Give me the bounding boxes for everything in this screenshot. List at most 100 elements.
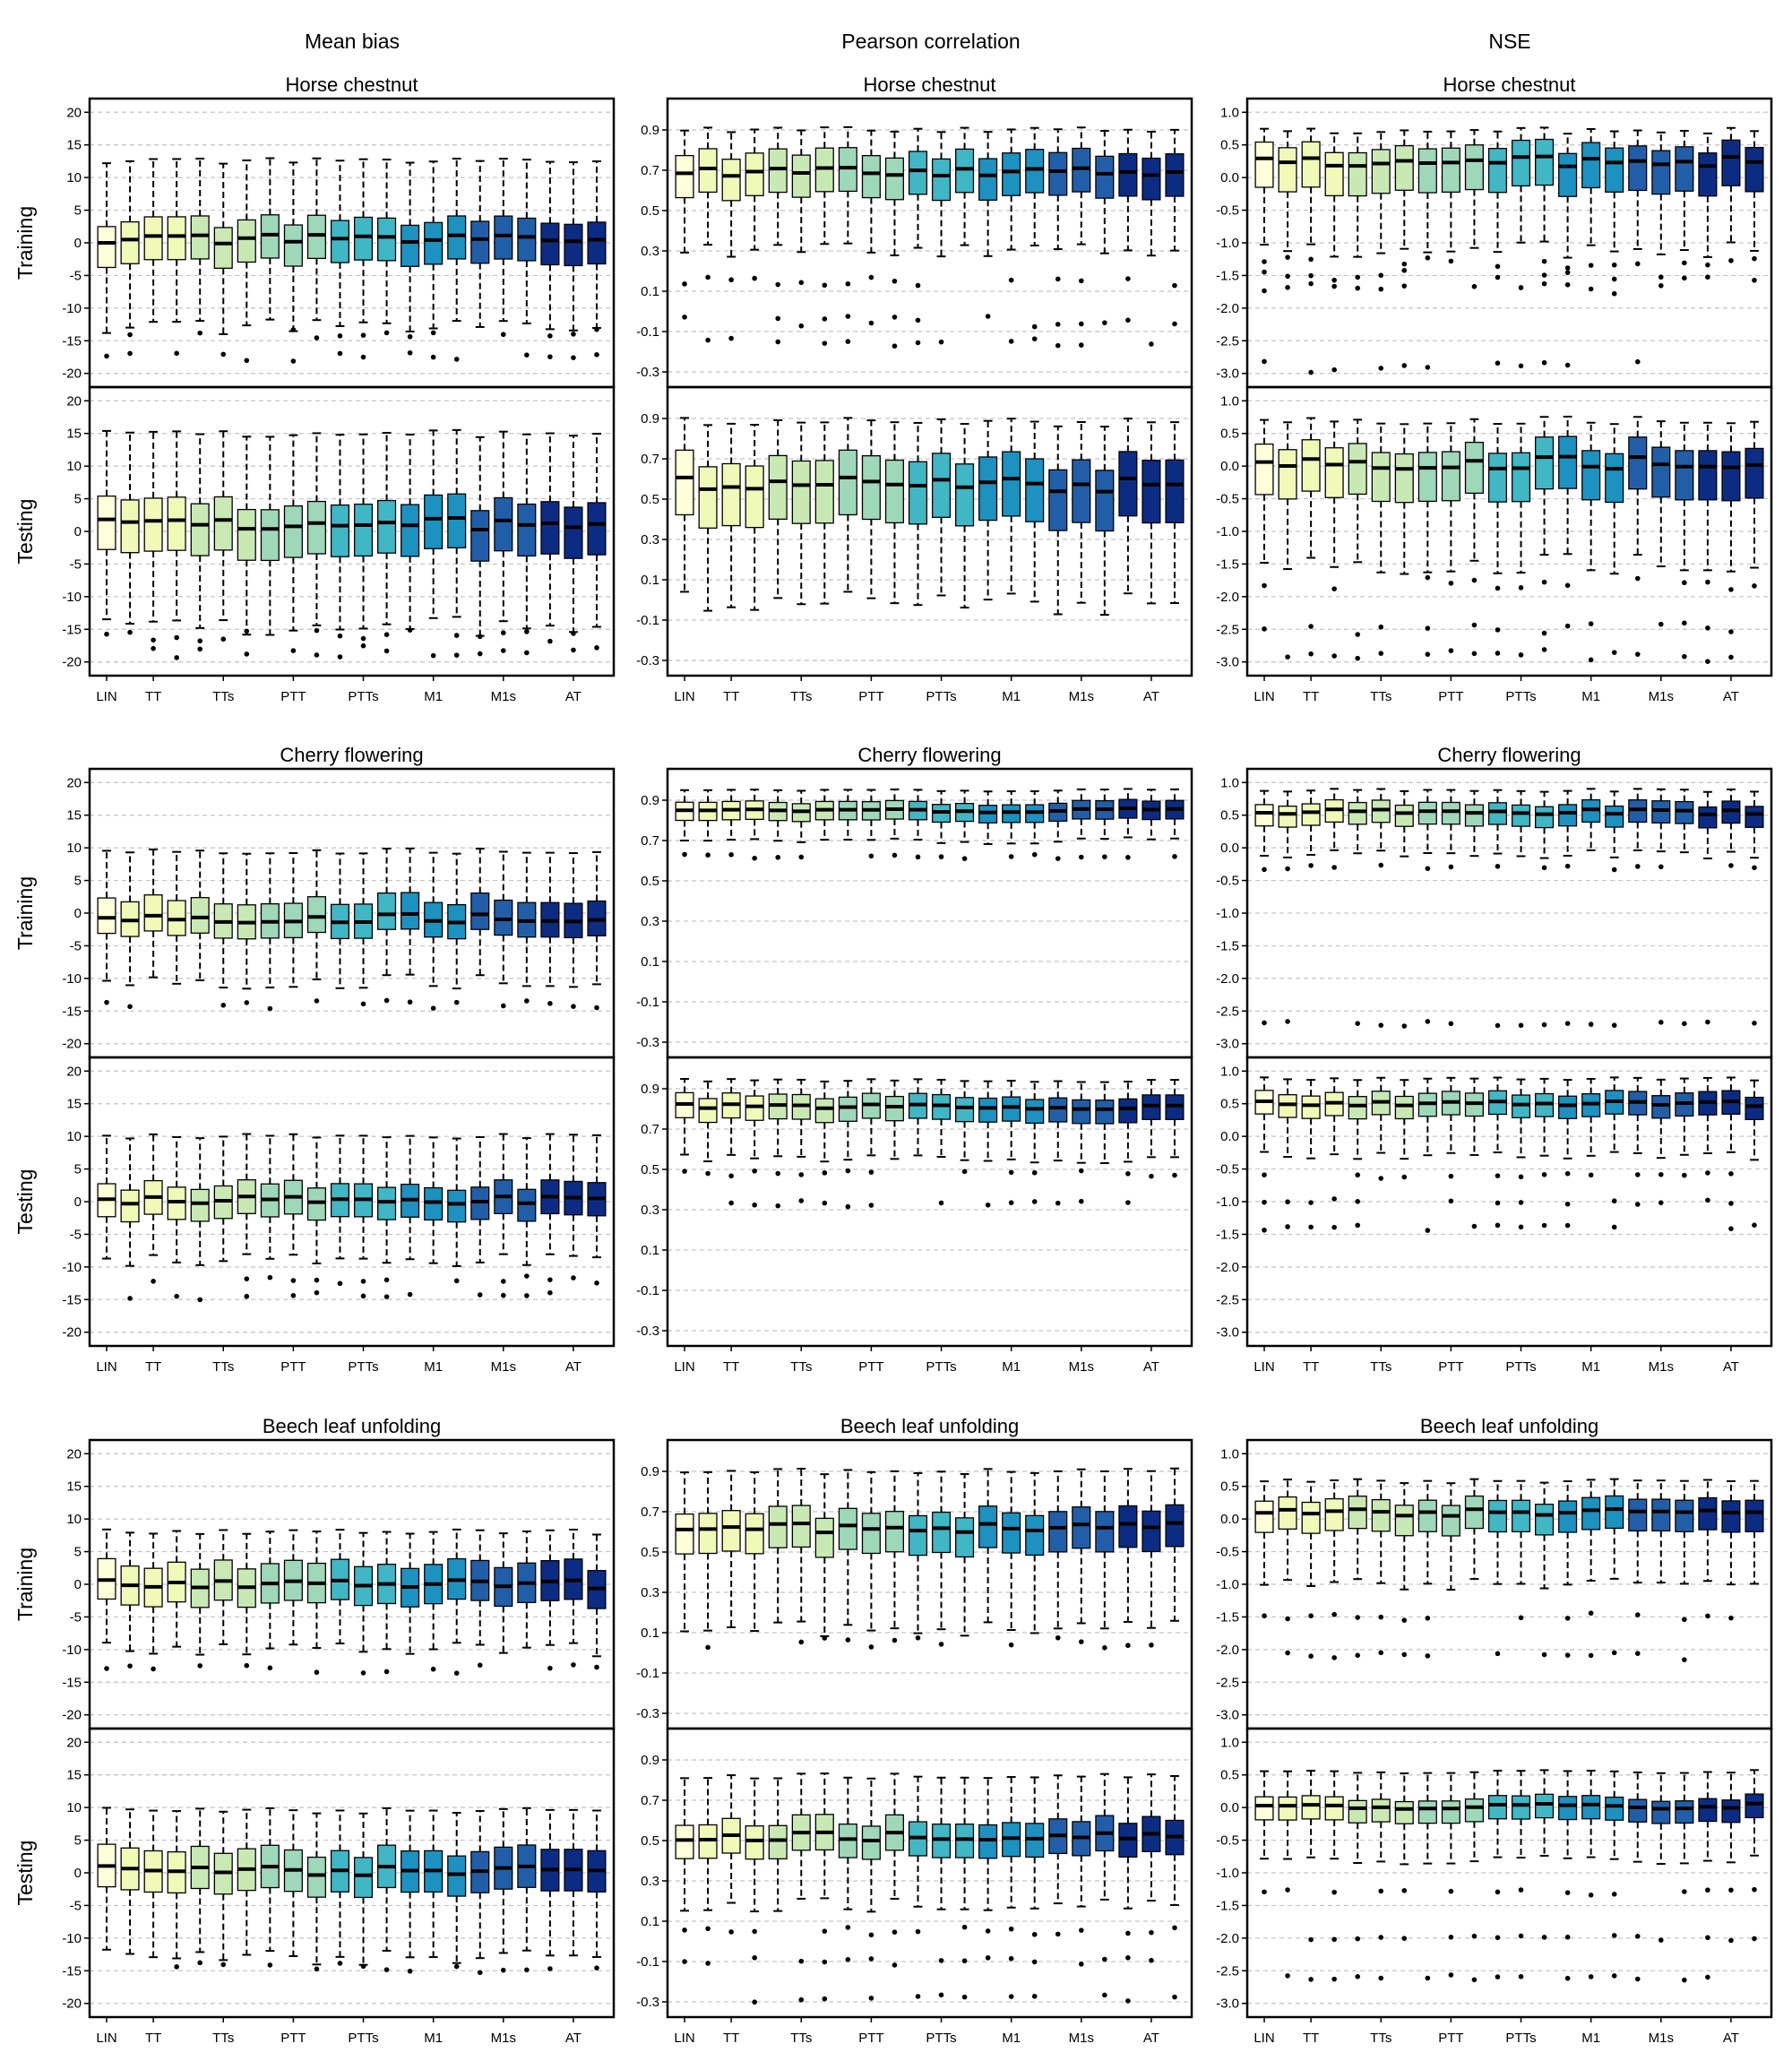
- outlier-point: [1471, 622, 1478, 628]
- box: [1394, 1505, 1414, 1537]
- outlier-point: [1541, 1935, 1547, 1940]
- outlier-point: [1518, 285, 1524, 290]
- box: [1651, 1095, 1671, 1119]
- outlier-point: [1588, 621, 1594, 626]
- outlier-point: [1564, 1975, 1571, 1981]
- x-tick-label: PTTs: [926, 1359, 956, 1375]
- x-tick-label: M1: [1002, 689, 1021, 704]
- outlier-point: [728, 1200, 734, 1206]
- outlier-point: [337, 633, 343, 639]
- y-tick-label: -3.0: [1216, 655, 1239, 670]
- box: [306, 214, 326, 260]
- panel-nse-training: 1.0 0.5 0.0 -0.5 -1.0 -1.5 -2.0 -2.5 -3.0: [1216, 97, 1773, 389]
- x-tick-label: LIN: [1254, 1359, 1274, 1375]
- x-tick-label: M1s: [1649, 689, 1674, 704]
- outlier-point: [1658, 864, 1664, 870]
- outlier-point: [682, 1959, 687, 1964]
- outlier-point: [915, 340, 921, 346]
- outlier-point: [290, 1292, 297, 1298]
- outlier-point: [1078, 1639, 1084, 1644]
- box: [814, 1098, 834, 1124]
- outlier-point: [1401, 1023, 1408, 1029]
- box: [1745, 1499, 1764, 1532]
- x-tick-label: TTs: [1370, 2031, 1391, 2046]
- outlier-point: [1401, 1174, 1408, 1180]
- y-tick-label: 10: [66, 459, 82, 474]
- outlier-point: [500, 648, 506, 653]
- outlier-point: [1172, 1172, 1177, 1178]
- y-tick-label: 0.5: [1220, 1768, 1239, 1783]
- y-tick-label: 0.3: [641, 532, 659, 548]
- outlier-point: [1658, 282, 1664, 289]
- outlier-point: [360, 1963, 366, 1970]
- outlier-point: [1682, 1172, 1687, 1178]
- x-tick-label: PTTs: [1505, 2031, 1536, 2046]
- box: [1095, 155, 1115, 199]
- outlier-point: [845, 1925, 851, 1930]
- y-tick-label: -0.3: [636, 1324, 659, 1339]
- box: [884, 157, 904, 201]
- outlier-point: [571, 1275, 576, 1281]
- outlier-point: [267, 1274, 273, 1281]
- outlier-point: [1752, 255, 1757, 262]
- outlier-point: [1378, 1975, 1384, 1981]
- outlier-point: [938, 1642, 944, 1647]
- outlier-point: [1518, 585, 1524, 591]
- outlier-point: [1308, 1224, 1314, 1230]
- box: [424, 221, 444, 265]
- outlier-point: [1752, 1222, 1757, 1229]
- outlier-point: [1611, 276, 1617, 282]
- outlier-point: [1541, 280, 1547, 287]
- outlier-point: [752, 275, 757, 281]
- outlier-point: [1682, 1889, 1687, 1894]
- outlier-point: [1355, 1615, 1361, 1620]
- x-tick-label: TT: [1303, 1359, 1319, 1375]
- panel-frame: [1245, 385, 1773, 677]
- outlier-point: [798, 1198, 805, 1203]
- outlier-point: [1518, 652, 1524, 658]
- outlier-point: [1658, 1020, 1664, 1025]
- outlier-point: [1564, 582, 1571, 589]
- box: [1048, 151, 1068, 196]
- box: [791, 154, 811, 198]
- outlier-point: [1308, 1200, 1314, 1205]
- outlier-point: [775, 854, 781, 860]
- outlier-point: [1008, 1926, 1014, 1932]
- box: [1371, 452, 1391, 503]
- outlier-point: [1541, 630, 1547, 636]
- box: [1254, 443, 1274, 496]
- y-tick-label: -1.5: [1216, 1609, 1239, 1625]
- outlier-point: [798, 1996, 805, 2003]
- outlier-point: [151, 645, 156, 651]
- outlier-point: [1518, 1887, 1524, 1893]
- y-tick-label: 0.9: [641, 411, 659, 427]
- panel-title: Horse chestnut: [864, 73, 996, 96]
- outlier-point: [104, 1666, 109, 1671]
- panel-title: Cherry flowering: [280, 744, 423, 766]
- outlier-point: [1378, 1614, 1384, 1620]
- outlier-point: [1331, 865, 1337, 870]
- outlier-point: [430, 652, 436, 659]
- outlier-point: [1331, 1889, 1337, 1895]
- outlier-point: [453, 999, 460, 1005]
- y-tick-label: 0.7: [641, 163, 659, 178]
- box: [675, 154, 694, 199]
- box: [1142, 157, 1161, 201]
- box: [377, 499, 397, 554]
- outlier-point: [1564, 265, 1571, 271]
- y-tick-label: -3.0: [1216, 1996, 1239, 2012]
- outlier-point: [360, 332, 366, 338]
- outlier-point: [1401, 261, 1408, 267]
- outlier-point: [1125, 1170, 1131, 1177]
- outlier-point: [453, 1963, 460, 1970]
- x-tick-label: LIN: [96, 689, 116, 704]
- outlier-point: [1262, 1020, 1267, 1026]
- box: [1651, 446, 1671, 498]
- outlier-point: [1752, 1936, 1757, 1942]
- outlier-point: [915, 1994, 921, 1999]
- box: [1048, 1097, 1068, 1123]
- outlier-point: [822, 1996, 828, 2002]
- box: [1371, 149, 1391, 194]
- box: [1095, 1511, 1115, 1553]
- outlier-point: [267, 1005, 273, 1012]
